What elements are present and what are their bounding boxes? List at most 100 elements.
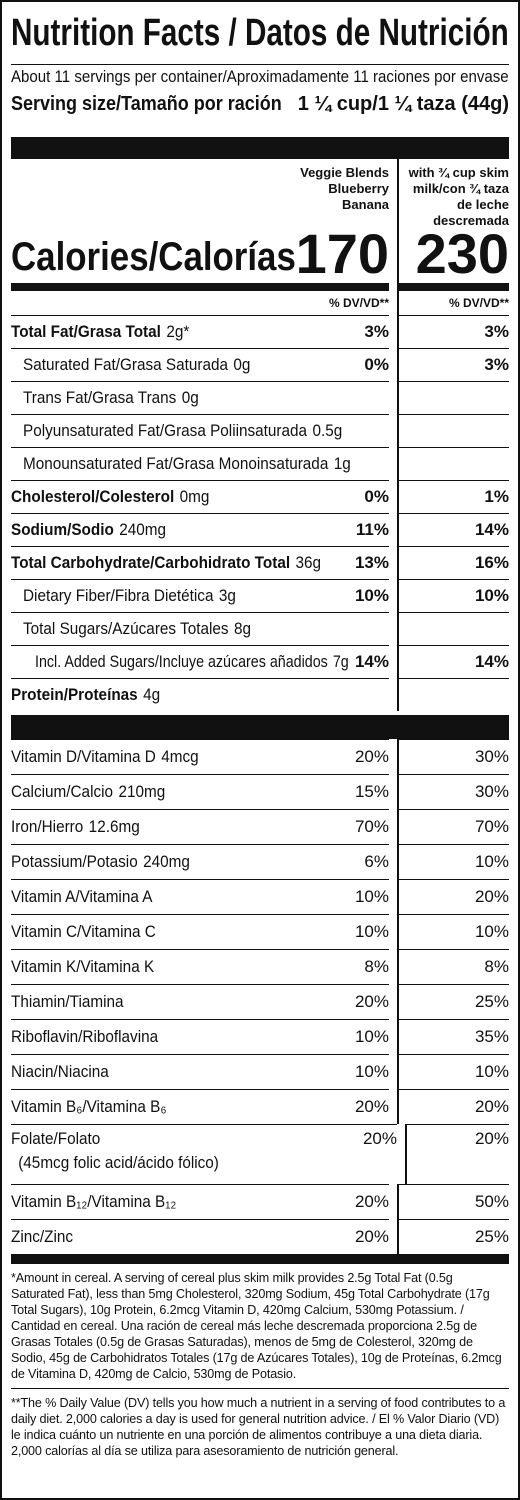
vitamin-name: Vitamin D/Vitamina D 4mcg [11, 747, 349, 767]
daily-value: 10% [354, 1027, 389, 1046]
nutrient-name: Polyunsaturated Fat/Grasa Poliinsaturada… [11, 421, 389, 441]
right-cell: 20% [405, 1124, 509, 1184]
left-cell: Potassium/Potasio 240mg 6% [11, 844, 389, 879]
daily-value: 6% [364, 852, 389, 871]
calories-value: 230 [415, 222, 509, 285]
vitamin-row: Iron/Hierro 12.6mg 70% 70% [11, 809, 509, 844]
right-cell: 30% [397, 739, 509, 774]
amount: 12.6mg [88, 817, 140, 836]
nutrient-row: Cholesterol/Colesterol 0mg 0% 1% [11, 480, 509, 513]
right-cell: 16% [397, 546, 509, 579]
nutrients: Total Fat/Grasa Total 2g* 3% 3% Saturated Fa… [11, 315, 509, 711]
nutrient-text: Trans Fat/Grasa Trans 0g [23, 388, 199, 408]
daily-value: 20% [362, 1129, 397, 1148]
dv-header: % DV/VD** [448, 296, 509, 310]
calories-label-text: Calories/Calorías [11, 235, 296, 279]
right-cell: 20% [397, 1089, 509, 1124]
vitamin-text: Riboflavin/Riboflavina [11, 1027, 158, 1047]
nutrient-name: Saturated Fat/Grasa Saturada 0g [11, 355, 358, 375]
vitamin-name: Vitamin C/Vitamina C [11, 922, 349, 942]
nutrient-name: Cholesterol/Colesterol 0mg [11, 487, 358, 507]
vitamin-name: Vitamin K/Vitamina K [11, 957, 358, 977]
right-cell: 14% [397, 513, 509, 546]
name: Vitamin B₆/Vitamina B₆ [11, 1097, 167, 1116]
calories-row: Calories/Calorías 170 230 [11, 221, 509, 291]
left-cell: Vitamin C/Vitamina C 10% [11, 914, 389, 949]
vitamin-text: Potassium/Potasio 240mg [11, 852, 190, 872]
vitamin-text: Vitamin B₁₂/Vitamina B₁₂ [11, 1192, 176, 1212]
name: Total Carbohydrate/Carbohidrato Total [11, 553, 291, 572]
left-cell: Protein/Proteínas 4g [11, 678, 389, 711]
daily-value: 3% [484, 322, 509, 341]
nutrient-row: Total Carbohydrate/Carbohidrato Total 36g… [11, 546, 509, 579]
right-cell: 50% [397, 1184, 509, 1219]
nutrient-name: Protein/Proteínas 4g [11, 685, 389, 705]
footnote: *Amount in cereal. A serving of cereal p… [11, 1271, 502, 1381]
left-cell: Trans Fat/Grasa Trans 0g [11, 381, 389, 414]
left-header: Veggie Blends Blueberry Banana [11, 159, 389, 221]
right-cell: 30% [397, 774, 509, 809]
daily-value: 10% [474, 1062, 509, 1081]
vitamin-row: Vitamin C/Vitamina C 10% 10% [11, 914, 509, 949]
name: Calcium/Calcio [11, 782, 114, 801]
column-header: with ¾ cup skim milk/con ¾ taza de leche… [408, 165, 509, 228]
right-cell: 1% [397, 480, 509, 513]
vitamin-row: Riboflavin/Riboflavina 10% 35% [11, 1019, 509, 1054]
name: Thiamin/Tiamina [11, 992, 124, 1011]
left-cell: Riboflavin/Riboflavina 10% [11, 1019, 389, 1054]
nutrient-name: Sodium/Sodio 240mg [11, 520, 350, 540]
daily-value: 30% [474, 747, 509, 766]
dv-header-row: % DV/VD** % DV/VD** [11, 291, 509, 315]
nutrient-text: Total Fat/Grasa Total 2g* [11, 322, 189, 342]
vitamin-name: Niacin/Niacina [11, 1062, 349, 1082]
daily-value: 1% [484, 487, 509, 506]
serving-size-label: Serving size/Tamaño por ración [11, 89, 298, 119]
vitamin-text: Vitamin K/Vitamina K [11, 957, 154, 977]
nutrient-name: Total Sugars/Azúcares Totales 8g [11, 619, 389, 639]
name: Trans Fat/Grasa Trans [23, 388, 177, 407]
left-cell: Thiamin/Tiamina 20% [11, 984, 389, 1019]
vitamins: Vitamin D/Vitamina D 4mcg 20% 30% Calcium/Ca… [11, 739, 509, 1254]
right-cell: 3% [397, 348, 509, 381]
vitamin-row: Folate/Folato (45mcg folic acid/ácido fól… [11, 1124, 509, 1184]
name: Incl. Added Sugars/Incluye azúcares añad… [35, 652, 328, 671]
right-cell: 20% [397, 879, 509, 914]
daily-value: 13% [354, 553, 389, 572]
right-cell [397, 447, 509, 480]
name: Vitamin B₁₂/Vitamina B₁₂ [11, 1192, 177, 1211]
servings: About 11 servings per container/Aproxima… [11, 65, 509, 89]
name: Vitamin D/Vitamina D [11, 747, 156, 766]
left-cell: Vitamin K/Vitamina K 8% [11, 949, 389, 984]
daily-value: 0% [364, 487, 389, 506]
left-cell: Vitamin B₁₂/Vitamina B₁₂ 20% [11, 1184, 389, 1219]
left-cell: Calories/Calorías 170 [11, 221, 389, 291]
nutrient-name: Dietary Fiber/Fibra Dietética 3g [11, 586, 349, 606]
name: Vitamin A/Vitamina A [11, 887, 153, 906]
vitamin-name: Zinc/Zinc [11, 1227, 349, 1247]
vitamin-text: Iron/Hierro 12.6mg [11, 817, 140, 837]
name: Total Fat/Grasa Total [11, 322, 161, 341]
nutrient-row: Incl. Added Sugars/Incluye azúcares añad… [11, 645, 509, 678]
daily-value: 10% [354, 1062, 389, 1081]
daily-value: 11% [355, 520, 389, 539]
right-cell: 70% [397, 809, 509, 844]
right-cell [397, 612, 509, 645]
right-header: with ¾ cup skim milk/con ¾ taza de leche… [397, 159, 509, 228]
vitamin-text: Vitamin C/Vitamina C [11, 922, 156, 942]
nutrient-name: Monounsaturated Fat/Grasa Monoinsaturada… [11, 454, 389, 474]
nutrient-text: Monounsaturated Fat/Grasa Monoinsaturada… [23, 454, 351, 474]
dv-header: % DV/VD** [328, 296, 389, 310]
name: Protein/Proteínas [11, 685, 138, 704]
amount: 3g [218, 586, 236, 605]
vitamin-text: Niacin/Niacina [11, 1062, 109, 1082]
amount: 210mg [118, 782, 166, 801]
vitamin-name: Calcium/Calcio 210mg [11, 782, 349, 802]
vitamin-row: Zinc/Zinc 20% 25% [11, 1219, 509, 1254]
daily-value: 14% [474, 520, 509, 539]
vitamin-row: Thiamin/Tiamina 20% 25% [11, 984, 509, 1019]
nutrient-text: Saturated Fat/Grasa Saturada 0g [23, 355, 250, 375]
column-header: Veggie Blends Blueberry Banana [300, 165, 389, 212]
daily-value: 10% [474, 922, 509, 941]
vitamin-row: Niacin/Niacina 10% 10% [11, 1054, 509, 1089]
